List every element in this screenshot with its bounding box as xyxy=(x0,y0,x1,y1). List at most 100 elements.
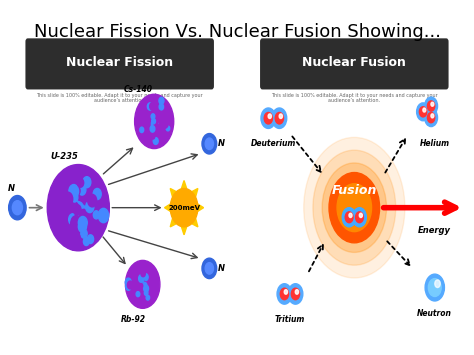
Circle shape xyxy=(419,107,427,117)
Circle shape xyxy=(272,108,287,129)
Text: Helium: Helium xyxy=(419,139,450,148)
Circle shape xyxy=(138,274,144,283)
Circle shape xyxy=(159,97,164,104)
Circle shape xyxy=(75,213,84,226)
Circle shape xyxy=(140,280,146,288)
Circle shape xyxy=(53,198,59,207)
Circle shape xyxy=(55,201,65,215)
Circle shape xyxy=(143,274,148,281)
Circle shape xyxy=(284,290,288,294)
Circle shape xyxy=(69,182,76,191)
Circle shape xyxy=(268,114,272,119)
Circle shape xyxy=(428,113,435,123)
Circle shape xyxy=(329,173,380,243)
Text: 200meV: 200meV xyxy=(168,205,200,211)
Circle shape xyxy=(126,260,160,308)
Circle shape xyxy=(63,198,73,213)
Circle shape xyxy=(125,278,131,286)
Text: Energy: Energy xyxy=(418,225,451,235)
Circle shape xyxy=(435,280,440,288)
Circle shape xyxy=(86,201,94,213)
Circle shape xyxy=(77,179,84,187)
Circle shape xyxy=(81,229,87,238)
Circle shape xyxy=(428,279,441,296)
Text: Fusion: Fusion xyxy=(332,184,377,197)
Circle shape xyxy=(73,201,81,211)
Circle shape xyxy=(313,150,396,265)
Circle shape xyxy=(425,274,445,301)
Circle shape xyxy=(136,291,140,297)
Circle shape xyxy=(140,127,144,132)
Circle shape xyxy=(277,284,292,304)
Circle shape xyxy=(77,204,86,216)
FancyBboxPatch shape xyxy=(26,38,214,89)
Circle shape xyxy=(133,266,137,272)
Circle shape xyxy=(161,119,168,128)
Circle shape xyxy=(145,120,149,125)
Text: This slide is 100% editable. Adapt it to your needs and capture your
audience’s : This slide is 100% editable. Adapt it to… xyxy=(36,93,203,103)
Circle shape xyxy=(69,214,77,225)
Circle shape xyxy=(205,138,213,149)
Circle shape xyxy=(202,133,217,154)
Text: N: N xyxy=(218,139,224,148)
Text: Cs-140: Cs-140 xyxy=(124,85,153,94)
Circle shape xyxy=(154,284,157,289)
Circle shape xyxy=(151,134,155,139)
Circle shape xyxy=(83,237,89,246)
Circle shape xyxy=(280,288,289,300)
Circle shape xyxy=(295,290,299,294)
Circle shape xyxy=(71,202,78,212)
Circle shape xyxy=(279,114,283,119)
Circle shape xyxy=(288,284,303,304)
Circle shape xyxy=(144,114,151,124)
Circle shape xyxy=(63,192,73,206)
FancyBboxPatch shape xyxy=(260,38,448,89)
Circle shape xyxy=(69,185,79,198)
Circle shape xyxy=(417,103,429,121)
Circle shape xyxy=(47,164,109,251)
Text: Rb-92: Rb-92 xyxy=(121,315,146,324)
Circle shape xyxy=(12,201,22,215)
Circle shape xyxy=(146,295,150,300)
Circle shape xyxy=(153,138,158,144)
Circle shape xyxy=(275,113,283,124)
Circle shape xyxy=(337,184,372,231)
Circle shape xyxy=(144,290,148,295)
Circle shape xyxy=(80,204,89,217)
Circle shape xyxy=(150,103,155,110)
Text: Deuterium: Deuterium xyxy=(251,139,297,148)
Circle shape xyxy=(74,227,82,239)
Circle shape xyxy=(261,108,276,129)
Circle shape xyxy=(73,204,81,215)
Circle shape xyxy=(131,284,137,292)
Circle shape xyxy=(205,263,213,274)
Circle shape xyxy=(155,118,158,124)
Circle shape xyxy=(151,121,157,130)
Circle shape xyxy=(83,177,91,188)
Circle shape xyxy=(135,94,173,148)
Polygon shape xyxy=(164,180,204,235)
Circle shape xyxy=(78,217,87,229)
Circle shape xyxy=(78,185,86,195)
Circle shape xyxy=(142,120,147,127)
Circle shape xyxy=(9,196,26,220)
Text: Nuclear Fission: Nuclear Fission xyxy=(66,56,173,69)
Circle shape xyxy=(264,113,273,124)
Circle shape xyxy=(141,271,146,277)
Circle shape xyxy=(342,208,356,227)
Circle shape xyxy=(423,108,426,112)
Circle shape xyxy=(88,195,97,207)
Circle shape xyxy=(144,285,148,292)
Circle shape xyxy=(72,193,78,202)
Circle shape xyxy=(70,232,80,245)
Circle shape xyxy=(159,104,164,110)
Text: Nuclear Fission Vs. Nuclear Fusion Showing...: Nuclear Fission Vs. Nuclear Fusion Showi… xyxy=(34,23,440,41)
Circle shape xyxy=(147,103,153,110)
Circle shape xyxy=(349,213,352,218)
Circle shape xyxy=(139,276,145,283)
Circle shape xyxy=(353,208,366,227)
Circle shape xyxy=(70,220,80,234)
Circle shape xyxy=(93,189,101,200)
Circle shape xyxy=(93,211,99,219)
Circle shape xyxy=(345,212,353,223)
